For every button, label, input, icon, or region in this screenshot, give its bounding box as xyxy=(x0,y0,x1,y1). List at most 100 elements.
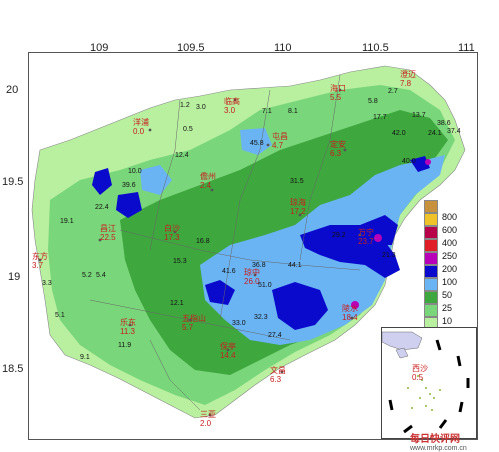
legend-label-600: 600 xyxy=(442,225,458,235)
rain-zone-200-b xyxy=(351,301,359,309)
station-ding-an: 定安 6.3 xyxy=(330,140,346,158)
station-name: 西沙 xyxy=(412,364,428,373)
station-lingshui: 陵水 18.4 xyxy=(342,304,358,322)
station-lingao: 澄迈 7.8 xyxy=(400,70,416,88)
station-name: 琼中 xyxy=(244,268,260,277)
legend-label-100: 100 xyxy=(442,277,458,287)
rain-zone-100-coast xyxy=(360,215,398,245)
value-label: 3.3 xyxy=(42,280,52,287)
value-label: 5.4 xyxy=(96,272,106,279)
station-name: 海口 xyxy=(330,84,346,93)
station-name: 屯昌 xyxy=(272,132,288,141)
station-value: 11.3 xyxy=(120,327,135,336)
station-wenchang: 文昌 6.3 xyxy=(270,366,286,384)
y-tick-19-5: 19.5 xyxy=(2,176,24,188)
value-label: 22.4 xyxy=(95,204,109,211)
value-label: 33.0 xyxy=(232,320,246,327)
station-qiongzhong: 琼中 26.0 xyxy=(244,268,260,286)
station-name: 临高 xyxy=(224,97,240,106)
x-tick-111: 111 xyxy=(458,42,475,54)
value-label: 39.6 xyxy=(122,182,136,189)
station-name: 昌江 xyxy=(100,224,116,233)
station-ledong: 乐东 11.3 xyxy=(120,318,136,336)
legend-swatch-400 xyxy=(424,226,438,239)
value-label: 12.1 xyxy=(170,300,184,307)
station-name: 文昌 xyxy=(270,366,286,375)
station-name: 琼海 xyxy=(290,198,306,207)
legend-label-200: 200 xyxy=(442,264,458,274)
value-label: 42.0 xyxy=(392,130,406,137)
station-baoting: 保亭 14.4 xyxy=(220,342,236,360)
value-label: 29.2 xyxy=(332,232,346,239)
station-value: 23.7 xyxy=(358,237,374,246)
station-value: 6.3 xyxy=(330,149,342,158)
station-wanning: 万宁 23.7 xyxy=(358,228,374,246)
station-name: 乐东 xyxy=(120,318,136,327)
station-value: 7.8 xyxy=(400,79,412,88)
value-label: 3.0 xyxy=(196,104,206,111)
station-sanya: 三亚 2.0 xyxy=(200,410,216,428)
south-china-sea-inset: 西沙 0.5 xyxy=(381,327,477,439)
station-value: 26.0 xyxy=(244,277,260,286)
value-label: 1.2 xyxy=(180,102,190,109)
value-label: 10.0 xyxy=(128,168,142,175)
station-chengmai: 屯昌 4.7 xyxy=(272,132,288,150)
legend-swatch-50 xyxy=(424,278,438,291)
value-label: 44.1 xyxy=(288,262,302,269)
x-tick-109: 109 xyxy=(90,42,109,54)
value-label: 15.3 xyxy=(173,258,187,265)
station-value: 5.7 xyxy=(182,323,194,332)
value-label: 19.1 xyxy=(60,218,74,225)
value-label: 5.2 xyxy=(82,272,92,279)
value-label: 41.6 xyxy=(222,268,236,275)
value-label: 9.1 xyxy=(80,354,90,361)
watermark: 每日快评网 www.mrkp.com.cn xyxy=(410,430,467,452)
value-label: 37.4 xyxy=(447,128,461,135)
rain-zone-100-mid xyxy=(205,280,235,305)
legend-label-10: 10 xyxy=(442,316,453,326)
value-label: 21.3 xyxy=(382,252,396,259)
station-name: 洋浦 xyxy=(133,118,149,127)
value-label: 5.1 xyxy=(55,312,65,319)
station-value: 2.4 xyxy=(200,181,212,190)
station-value: 0.0 xyxy=(133,127,145,136)
y-tick-20: 20 xyxy=(6,84,19,96)
watermark-name: 每日快评网 xyxy=(410,434,460,445)
station-value: 0.5 xyxy=(412,373,424,382)
station-value: 17.2 xyxy=(290,207,306,216)
station-haikou: 临高 3.0 xyxy=(224,97,240,115)
station-value: 6.3 xyxy=(270,375,282,384)
station-name: 万宁 xyxy=(358,228,374,237)
rain-zone-100-ne xyxy=(410,156,430,172)
station-qionghai: 琼海 17.2 xyxy=(290,198,306,216)
value-label: 0.5 xyxy=(183,126,193,133)
rain-zone-100-nw1 xyxy=(92,168,112,195)
rain-zone-100-nw2 xyxy=(116,192,142,218)
legend-swatch-200 xyxy=(424,252,438,265)
legend-label-800: 800 xyxy=(442,212,458,222)
value-label: 5.8 xyxy=(368,98,378,105)
station-xisha: 西沙 0.5 xyxy=(412,364,428,382)
station-value: 3.0 xyxy=(224,106,236,115)
legend-swatch-800 xyxy=(424,200,438,213)
y-tick-18-5: 18.5 xyxy=(2,363,24,375)
station-value: 2.0 xyxy=(200,419,212,428)
legend-swatch-600 xyxy=(424,213,438,226)
station-wuzhishan: 五指山 5.7 xyxy=(182,314,206,332)
value-label: 40.0 xyxy=(402,158,416,165)
inset-map xyxy=(381,331,470,434)
value-label: 38.6 xyxy=(437,120,451,127)
legend-label-50: 50 xyxy=(442,290,453,300)
station-haikou-city: 海口 5.5 xyxy=(330,84,346,102)
value-label: 31.5 xyxy=(290,178,304,185)
x-tick-110-5: 110.5 xyxy=(362,42,389,54)
station-value: 3.7 xyxy=(32,261,44,270)
station-value: 17.3 xyxy=(164,233,180,242)
station-name: 东方 xyxy=(32,252,48,261)
value-label: 8.1 xyxy=(288,108,298,115)
legend-swatch-10 xyxy=(424,304,438,317)
rain-zone-200-c xyxy=(425,159,431,165)
value-label: 7.1 xyxy=(262,108,272,115)
value-label: 45.8 xyxy=(250,140,264,147)
